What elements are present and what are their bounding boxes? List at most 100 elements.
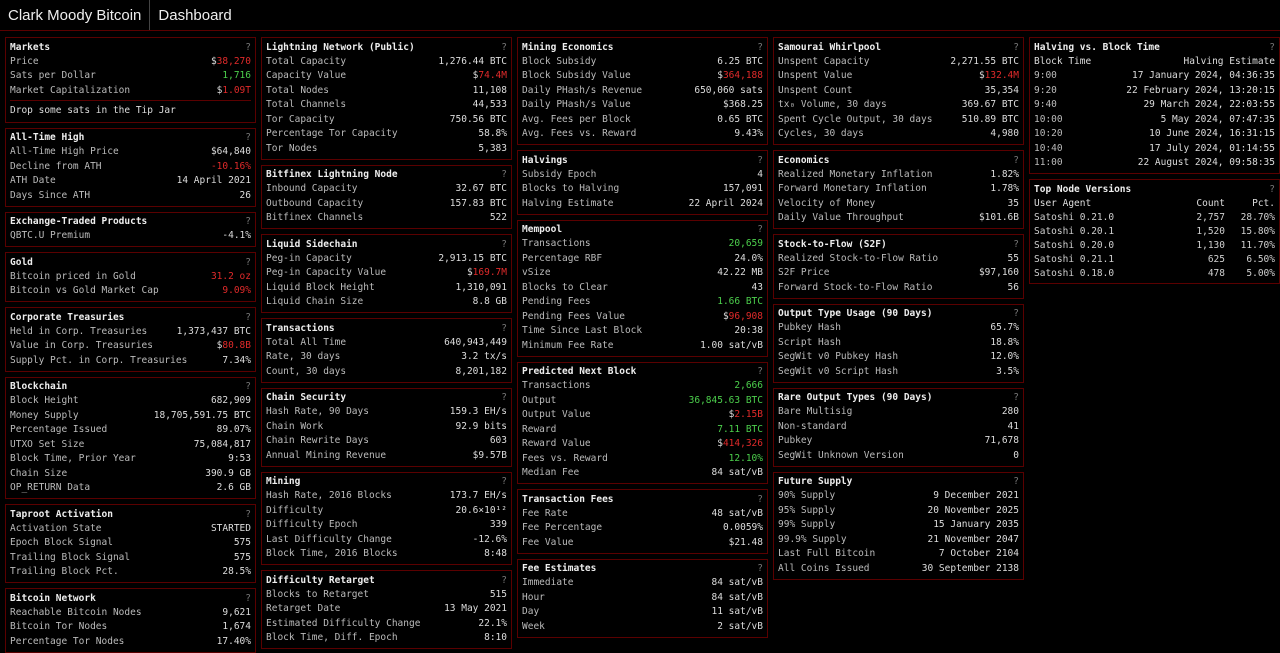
metric-value: $96,908 [723,311,763,322]
help-icon[interactable]: ? [245,216,251,227]
help-icon[interactable]: ? [501,41,507,53]
help-icon[interactable]: ? [245,132,251,143]
metric-label: Block Subsidy Value [522,70,631,82]
brand-title[interactable]: Clark Moody Bitcoin [0,0,151,30]
help-icon[interactable]: ? [245,41,251,53]
metric-row: Unspent Value $132.4M [778,69,1019,84]
metric-value: 5 May 2024, 07:47:35 [1161,114,1275,125]
dashboard-column: Markets? Price $38,270 Sats per Dollar 1,716… [5,37,256,653]
panel-header: Difficulty Retarget? [266,573,507,587]
metric-value-text: 18,705,591.75 BTC [153,409,251,421]
help-icon[interactable]: ? [1013,308,1019,319]
help-icon[interactable]: ? [1269,41,1275,53]
metric-value: $74.4M [473,70,507,81]
panel-title: Mempool [522,224,563,235]
metric-value: 26 [240,190,251,201]
metric-label: Daily PHash/s Revenue [522,84,643,96]
metric-value-text: 13 May 2021 [444,603,507,615]
metric-label: Pubkey Hash [778,322,841,334]
panel-economics: Economics? Realized Monetary Inflation 1.8… [773,150,1024,229]
help-icon[interactable]: ? [501,169,507,180]
help-icon[interactable]: ? [245,508,251,520]
metric-label: Value in Corp. Treasuries [10,340,153,352]
metric-value-text: 8,201,182 [455,365,507,377]
help-icon[interactable]: ? [1013,41,1019,53]
metric-value: $97,160 [979,267,1019,278]
panel-predicted-next-block: Predicted Next Block? Transactions 2,666 Ou… [517,361,768,484]
tip-jar-link[interactable]: Drop some sats in the Tip Jar [10,99,251,119]
metric-row: QBTC.U Premium -4.1% [10,229,251,244]
table-cell: 1,520 [1196,225,1225,237]
metric-label: Forward Stock-to-Flow Ratio [778,281,933,293]
metric-row: Realized Stock-to-Flow Ratio 55 [778,251,1019,266]
metric-row: Reward Value $414,326 [522,437,763,452]
metric-label: 9:20 [1034,84,1057,96]
metric-value: 3.2 tx/s [461,351,507,362]
metric-label: Avg. Fees per Block [522,113,631,125]
column-header: Block Time [1034,55,1092,67]
help-icon[interactable]: ? [757,366,763,377]
help-icon[interactable]: ? [501,238,507,250]
help-icon[interactable]: ? [245,592,251,604]
metric-label: Daily Value Throughput [778,212,904,224]
help-icon[interactable]: ? [501,476,507,487]
help-icon[interactable]: ? [757,41,763,53]
metric-row: Transactions 2,666 [522,379,763,394]
metric-row: Last Difficulty Change -12.6% [266,532,507,547]
metric-value-text: 89.07% [216,424,251,436]
panel-future-supply: Future Supply? 90% Supply 9 December 2021 9… [773,471,1024,580]
help-icon[interactable]: ? [1013,476,1019,487]
metric-value-text: 7.34% [222,354,251,366]
help-icon[interactable]: ? [1013,154,1019,166]
metric-row: Halving Estimate 22 April 2024 [522,196,763,211]
metric-value: 12.10% [729,453,763,464]
help-icon[interactable]: ? [757,154,763,166]
metric-label: 11:00 [1034,157,1063,169]
metric-row: Tor Nodes 5,383 [266,141,507,156]
column-header: Pct. [1252,197,1275,209]
metric-value: 280 [1002,406,1019,417]
metric-label: 99% Supply [778,519,836,531]
help-icon[interactable]: ? [245,256,251,268]
help-icon[interactable]: ? [757,563,763,574]
metric-row: Trailing Block Signal 575 [10,550,251,565]
metric-value: 1.66 BTC [717,296,763,307]
panel-difficulty-retarget: Difficulty Retarget? Blocks to Retarget 51… [261,570,512,649]
metric-label: Fees vs. Reward [522,452,608,464]
metric-value-text: 80.8B [222,340,251,352]
metric-value: 17 July 2024, 01:14:55 [1149,143,1275,154]
help-icon[interactable]: ? [245,381,251,392]
metric-value: 58.8% [478,128,507,139]
metric-value: 30 September 2138 [922,563,1019,574]
metric-value: 510.89 BTC [962,114,1019,125]
metric-value-text: 8.8 GB [472,296,507,308]
metric-value-text: 9.09% [222,285,251,297]
table-cell: 5.00% [1246,267,1275,279]
panel-title: Bitfinex Lightning Node [266,169,398,180]
help-icon[interactable]: ? [1269,183,1275,195]
help-icon[interactable]: ? [757,224,763,235]
metric-row: Fees vs. Reward 12.10% [522,451,763,466]
metric-label: Peg-in Capacity [266,252,352,264]
panel-mempool: Mempool? Transactions 20,659 Percentage RBF… [517,219,768,357]
metric-value-text: 74.4M [478,70,507,82]
panel-title: Exchange-Traded Products [10,216,148,227]
help-icon[interactable]: ? [1013,238,1019,250]
help-icon[interactable]: ? [245,311,251,323]
metric-row: Avg. Fees per Block 0.65 BTC [522,112,763,127]
dashboard-column: Mining Economics? Block Subsidy 6.25 BTC Bl… [517,37,768,653]
metric-label: Unspent Count [778,84,853,96]
metric-row: Forward Monetary Inflation 1.78% [778,182,1019,197]
metric-value: 522 [490,212,507,223]
metric-label: Supply Pct. in Corp. Treasuries [10,354,188,366]
metric-row: All-Time High Price $64,840 [10,145,251,160]
help-icon[interactable]: ? [501,392,507,403]
help-icon[interactable]: ? [501,322,507,334]
metric-value-text: 169.7M [472,267,507,279]
help-icon[interactable]: ? [757,493,763,505]
help-icon[interactable]: ? [501,574,507,586]
metric-value: 28.5% [222,566,251,577]
help-icon[interactable]: ? [1013,392,1019,403]
metric-label: SegWit v0 Pubkey Hash [778,351,899,363]
metric-value-text: 3.2 tx/s [461,351,507,363]
